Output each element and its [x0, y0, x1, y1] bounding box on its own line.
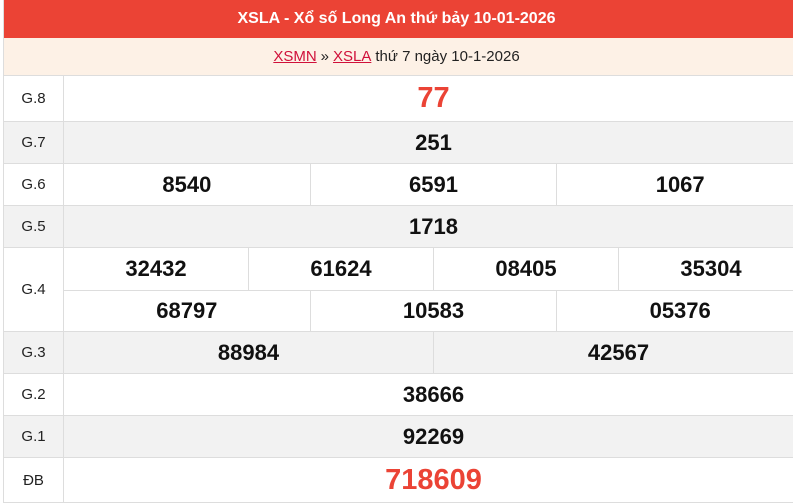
prize-label: G.5 — [4, 206, 64, 247]
prize-number: 251 — [415, 129, 452, 155]
prize-row: G.6 8540 6591 1067 — [4, 164, 793, 206]
breadcrumb-separator: » — [320, 48, 329, 65]
prize-row: G.1 92269 — [4, 416, 793, 458]
prize-number: 92269 — [402, 423, 465, 449]
prize-row: G.7 251 — [4, 122, 793, 164]
prize-label: G.8 — [4, 76, 64, 121]
prize-number: 88984 — [217, 339, 280, 365]
breadcrumb-date: thứ 7 ngày 10-1-2026 — [375, 48, 520, 65]
prize-row: G.3 88984 42567 — [4, 332, 793, 374]
prize-label: G.7 — [4, 122, 64, 163]
prize-number: 38666 — [402, 381, 465, 407]
results-table: XSLA - Xổ số Long An thứ bảy 10-01-2026 … — [3, 0, 793, 503]
breadcrumb-link-xsla[interactable]: XSLA — [333, 48, 372, 65]
page-title: XSLA - Xổ số Long An thứ bảy 10-01-2026 — [4, 0, 793, 38]
prize-row: G.5 1718 — [4, 206, 793, 248]
prize-label: ĐB — [4, 458, 64, 502]
prize-number: 32432 — [125, 255, 187, 281]
breadcrumb-link-xsmn[interactable]: XSMN — [273, 48, 317, 65]
prize-label: G.2 — [4, 374, 64, 415]
breadcrumb: XSMN » XSLA thứ 7 ngày 10-1-2026 — [4, 38, 793, 76]
prize-label: G.6 — [4, 164, 64, 205]
prize-number: 35304 — [618, 248, 793, 290]
prize-label: G.1 — [4, 416, 64, 457]
prize-number: 6591 — [309, 164, 557, 205]
prize-number: 08405 — [433, 248, 618, 290]
prize-label: G.4 — [4, 248, 64, 331]
prize-number: 718609 — [385, 463, 482, 496]
prize-number: 8540 — [162, 171, 212, 197]
prize-label: G.3 — [4, 332, 64, 373]
prize-number: 77 — [417, 82, 450, 114]
prize-number: 10583 — [309, 290, 557, 331]
prize-row: G.4 32432 61624 08405 35304 68797 10583 05376 — [4, 248, 793, 332]
prize-number: 42567 — [433, 332, 793, 373]
prize-number: 61624 — [248, 248, 433, 290]
prize-number: 05376 — [556, 290, 793, 331]
prize-row: G.8 77 — [4, 76, 793, 122]
prize-number: 68797 — [156, 297, 218, 323]
prize-row: ĐB 718609 — [4, 458, 793, 503]
prize-number: 1718 — [409, 213, 458, 239]
prize-number: 1067 — [556, 164, 793, 205]
prize-row: G.2 38666 — [4, 374, 793, 416]
